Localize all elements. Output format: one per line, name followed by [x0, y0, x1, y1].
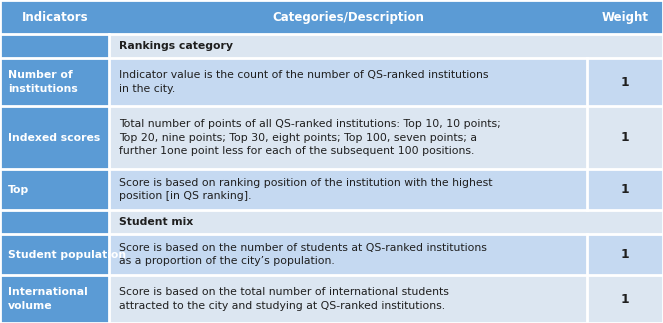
Bar — [109, 58, 587, 106]
Text: Rankings category: Rankings category — [119, 41, 233, 51]
Text: Indexed scores: Indexed scores — [8, 132, 100, 142]
Bar — [0, 275, 109, 323]
Bar — [0, 169, 109, 210]
Text: Top: Top — [8, 185, 29, 195]
Text: Score is based on the number of students at QS-ranked institutions
as a proporti: Score is based on the number of students… — [119, 243, 487, 266]
Bar — [109, 106, 587, 169]
Text: Number of
institutions: Number of institutions — [8, 70, 78, 94]
Bar — [109, 210, 663, 234]
Bar — [109, 0, 587, 34]
Text: 1: 1 — [621, 76, 629, 89]
Bar — [587, 106, 663, 169]
Bar — [0, 58, 109, 106]
Text: 1: 1 — [621, 293, 629, 306]
Text: 1: 1 — [621, 131, 629, 144]
Bar — [109, 169, 587, 210]
Text: Categories/Description: Categories/Description — [272, 11, 424, 24]
Text: International
volume: International volume — [8, 287, 88, 311]
Bar — [587, 169, 663, 210]
Bar — [0, 0, 109, 34]
Bar — [109, 234, 587, 275]
Text: Student population: Student population — [8, 250, 126, 260]
Text: Total number of points of all QS-ranked institutions: Top 10, 10 points;
Top 20,: Total number of points of all QS-ranked … — [119, 120, 501, 156]
Text: Indicators: Indicators — [21, 11, 88, 24]
Bar — [0, 34, 109, 58]
Text: 1: 1 — [621, 183, 629, 196]
Text: Weight: Weight — [601, 11, 648, 24]
Text: Indicator value is the count of the number of QS-ranked institutions
in the city: Indicator value is the count of the numb… — [119, 70, 489, 94]
Text: 1: 1 — [621, 248, 629, 261]
Bar — [109, 34, 663, 58]
Bar — [587, 0, 663, 34]
Text: Student mix: Student mix — [119, 217, 194, 227]
Text: Score is based on the total number of international students
attracted to the ci: Score is based on the total number of in… — [119, 287, 450, 311]
Bar — [0, 210, 109, 234]
Bar — [0, 234, 109, 275]
Bar — [587, 58, 663, 106]
Bar — [0, 106, 109, 169]
Bar — [109, 275, 587, 323]
Bar — [587, 275, 663, 323]
Bar — [587, 234, 663, 275]
Text: Score is based on ranking position of the institution with the highest
position : Score is based on ranking position of th… — [119, 178, 493, 201]
